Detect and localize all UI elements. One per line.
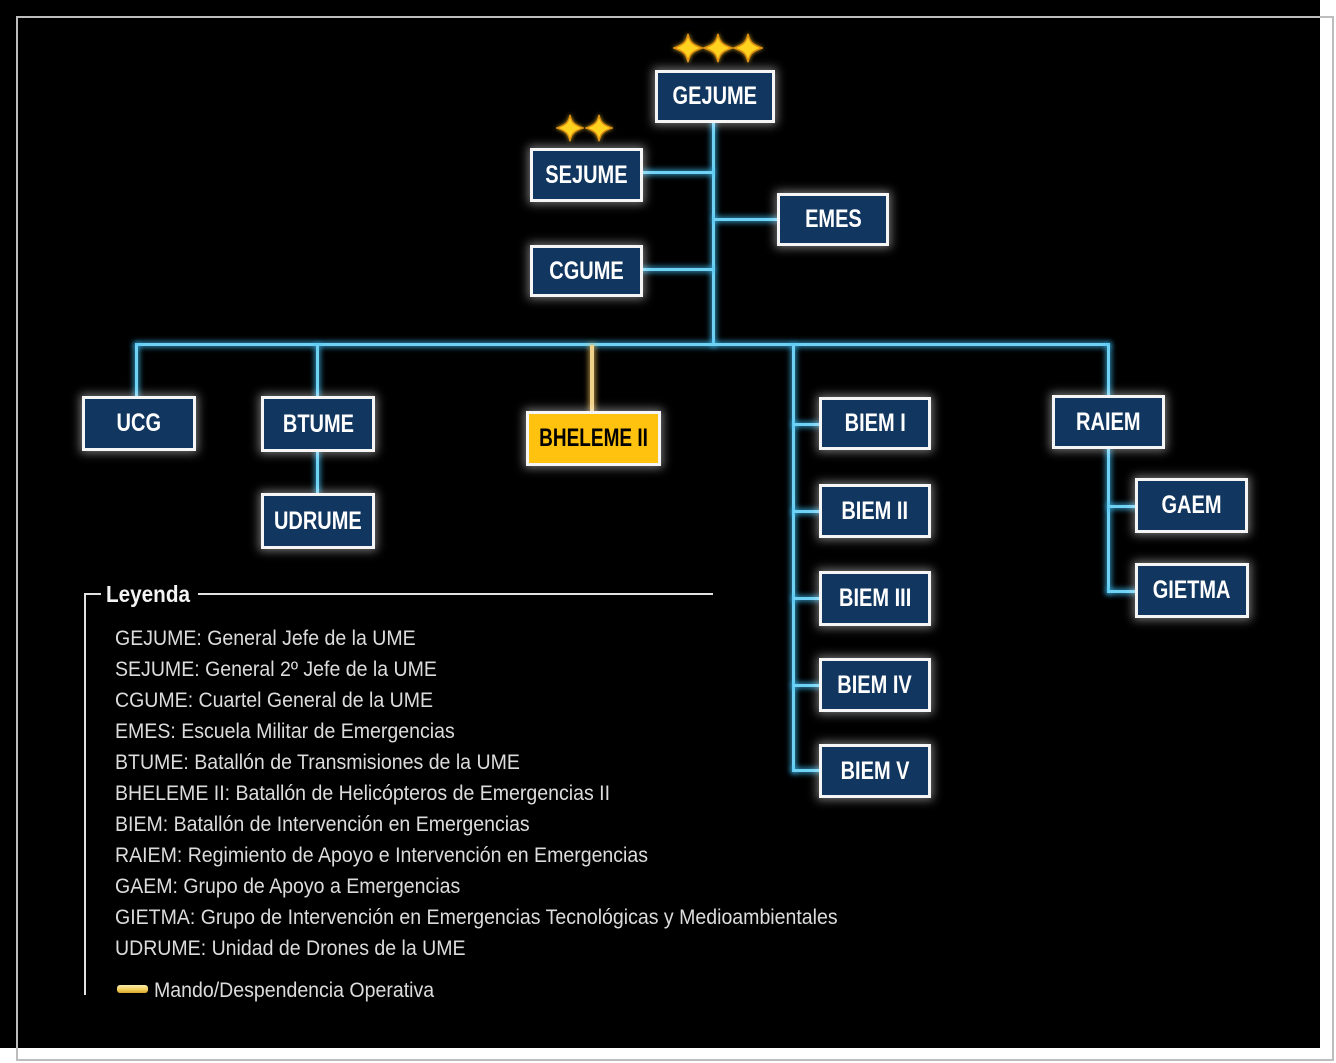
node-bheleme-ii: BHELEME II — [526, 411, 661, 466]
legend-item: CGUME: Cuartel General de la UME — [115, 689, 434, 712]
node-emes: EMES — [777, 193, 889, 246]
legend-bracket-vertical — [84, 593, 86, 995]
node-sejume: SEJUME — [530, 148, 643, 202]
legend-operational-label: Mando/Despendencia Operativa — [154, 979, 435, 1002]
node-label: BTUME — [282, 409, 354, 438]
node-gejume: GEJUME — [655, 70, 775, 123]
node-gaem: GAEM — [1135, 478, 1248, 533]
connector-ucg — [135, 345, 138, 397]
legend-items: GEJUME: General Jefe de la UME SEJUME: G… — [115, 623, 892, 964]
connector-btume — [316, 345, 319, 397]
legend-item: BHELEME II: Batallón de Helicópteros de … — [115, 782, 611, 805]
connector-biem-3 — [793, 597, 821, 600]
connector-biem-2 — [793, 510, 821, 513]
node-raiem: RAIEM — [1052, 395, 1165, 449]
node-udrume: UDRUME — [261, 493, 375, 549]
node-label: BIEM V — [840, 756, 910, 785]
connector-udrume — [316, 451, 319, 494]
connector-bheleme-operational — [590, 345, 594, 412]
node-label: GAEM — [1161, 491, 1222, 519]
connector-gaem — [1108, 505, 1137, 508]
node-label: CGUME — [549, 256, 624, 285]
node-gietma: GIETMA — [1135, 563, 1249, 618]
node-label: UDRUME — [274, 506, 362, 535]
legend-item: UDRUME: Unidad de Drones de la UME — [115, 937, 466, 960]
node-label: UCG — [116, 409, 162, 437]
legend-item: SEJUME: General 2º Jefe de la UME — [115, 658, 437, 681]
rank-star-icon — [556, 114, 584, 142]
legend-item: EMES: Escuela Militar de Emergencias — [115, 720, 455, 743]
connector-biem-1 — [793, 423, 821, 426]
node-biem-i: BIEM I — [819, 397, 931, 450]
node-label: BIEM I — [844, 409, 906, 437]
legend-item: GIETMA: Grupo de Intervención en Emergen… — [115, 906, 838, 929]
node-label: BIEM III — [838, 584, 912, 612]
legend-item: BIEM: Batallón de Intervención en Emerge… — [115, 813, 530, 836]
rank-star-icon — [673, 33, 703, 63]
legend-item: GEJUME: General Jefe de la UME — [115, 627, 416, 650]
outer-frame — [16, 16, 1334, 1061]
connector-sejume — [641, 171, 713, 174]
node-biem-iii: BIEM III — [819, 571, 931, 626]
connector-gejume-trunk — [712, 121, 715, 346]
connector-emes — [714, 218, 778, 221]
rank-star-icon — [703, 33, 733, 63]
connector-cgume — [641, 268, 713, 271]
node-btume: BTUME — [261, 396, 375, 452]
legend-item: GAEM: Grupo de Apoyo a Emergencias — [115, 875, 461, 898]
node-biem-ii: BIEM II — [819, 484, 931, 538]
node-label: GIETMA — [1153, 576, 1231, 604]
node-cgume: CGUME — [530, 245, 643, 297]
connector-gietma — [1108, 590, 1137, 593]
node-label: EMES — [804, 205, 862, 233]
connector-main-horizontal — [135, 343, 1110, 346]
connector-biem-5 — [793, 769, 821, 772]
node-label: RAIEM — [1076, 407, 1141, 436]
connector-raiem — [1107, 345, 1110, 396]
node-label: BHELEME II — [539, 424, 648, 452]
legend-bracket-tick — [84, 593, 101, 595]
node-label: BIEM IV — [837, 670, 913, 699]
operational-line-swatch — [117, 985, 148, 993]
rank-star-icon — [585, 114, 613, 142]
node-biem-v: BIEM V — [819, 744, 931, 798]
node-label: BIEM II — [841, 496, 909, 525]
legend-item: RAIEM: Regimiento de Apoyo e Intervenció… — [115, 844, 649, 867]
legend-item: BTUME: Batallón de Transmisiones de la U… — [115, 751, 520, 774]
legend-title: Leyenda — [106, 581, 190, 607]
node-label: SEJUME — [545, 160, 628, 189]
connector-biem-4 — [793, 684, 821, 687]
chart-background-panel — [0, 0, 1320, 1048]
node-biem-iv: BIEM IV — [819, 658, 931, 712]
connector-raiem-vertical — [1107, 448, 1110, 593]
node-label: GEJUME — [672, 82, 758, 110]
connector-biem-vertical — [792, 345, 795, 772]
node-ucg: UCG — [82, 396, 196, 451]
legend-title-rule — [198, 593, 713, 595]
rank-star-icon — [733, 33, 763, 63]
